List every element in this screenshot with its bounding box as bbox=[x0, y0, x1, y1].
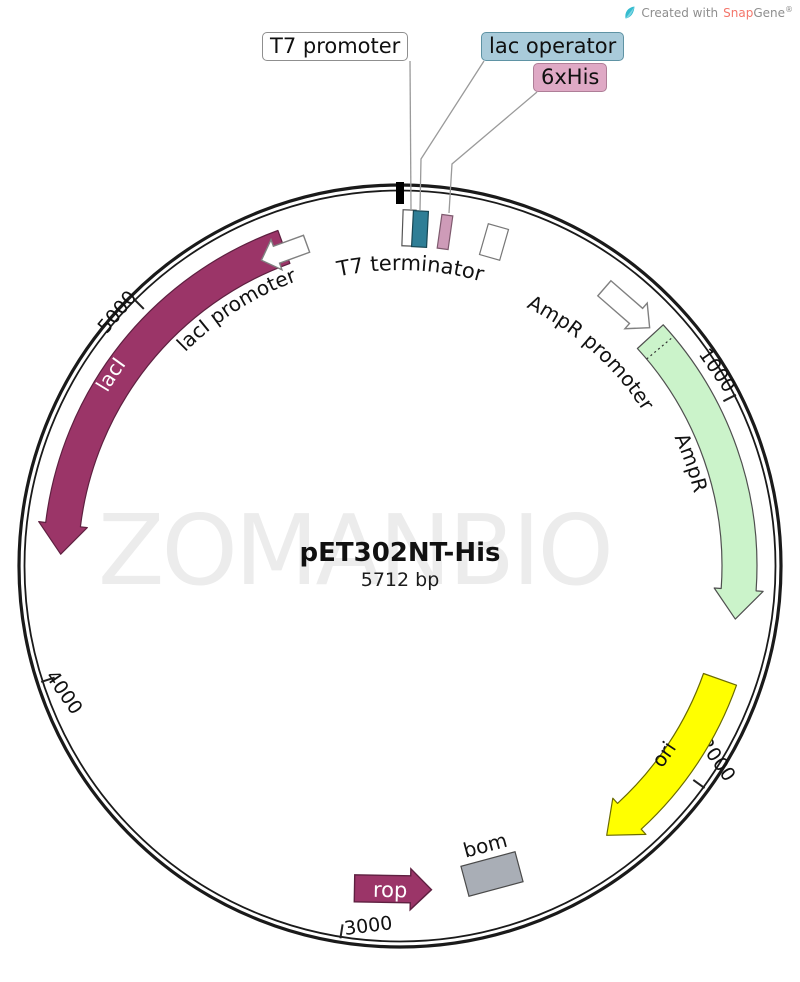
leader-line-1 bbox=[419, 60, 485, 211]
tick-3000 bbox=[339, 924, 344, 939]
feature-lacI bbox=[38, 229, 291, 555]
label-rop: rop bbox=[373, 878, 408, 903]
watermark: ZOMANBIO bbox=[98, 494, 614, 607]
callout-6xhis: 6xHis bbox=[533, 63, 608, 92]
feature-AmpR bbox=[636, 324, 764, 620]
label-T7-terminator: T7 terminator bbox=[334, 251, 487, 287]
title-block: pET302NT-His 5712 bp bbox=[240, 538, 560, 591]
tick-2000 bbox=[692, 779, 706, 789]
callout-t7-promoter: T7 promoter bbox=[262, 32, 409, 61]
brand-snap: Snap bbox=[723, 5, 754, 20]
brand-name: SnapGene® bbox=[723, 4, 793, 20]
feature-lac-operator bbox=[410, 210, 430, 248]
snapgene-leaf-icon bbox=[625, 6, 635, 19]
callout-lac-operator: lac operator bbox=[481, 32, 625, 61]
tick-label-3000: 3000 bbox=[343, 912, 394, 940]
feature-orf-box bbox=[478, 222, 510, 262]
feature-6xHis bbox=[436, 213, 454, 251]
tick-1000 bbox=[722, 393, 737, 403]
plasmid-size: 5712 bp bbox=[360, 569, 440, 591]
leader-line-2 bbox=[448, 91, 538, 214]
feature-bom bbox=[460, 851, 524, 897]
feature-AmpR-boundary bbox=[646, 336, 674, 360]
feature-ori bbox=[606, 672, 738, 836]
tick-5000 bbox=[133, 298, 145, 310]
feature-rop bbox=[353, 867, 433, 912]
snapgene-credit: Created with SnapGene® bbox=[623, 5, 793, 20]
plasmid-name: pET302NT-His bbox=[299, 538, 501, 568]
registered-mark: ® bbox=[785, 4, 793, 14]
feature-T7-terminator bbox=[396, 182, 404, 204]
credit-text: Created with bbox=[641, 5, 719, 20]
brand-gene: Gene bbox=[753, 5, 785, 20]
feature-lacI-promoter bbox=[260, 234, 311, 272]
feature-AmpR-promoter bbox=[596, 279, 651, 330]
leader-line-0 bbox=[409, 60, 412, 210]
tick-4000 bbox=[40, 676, 55, 683]
